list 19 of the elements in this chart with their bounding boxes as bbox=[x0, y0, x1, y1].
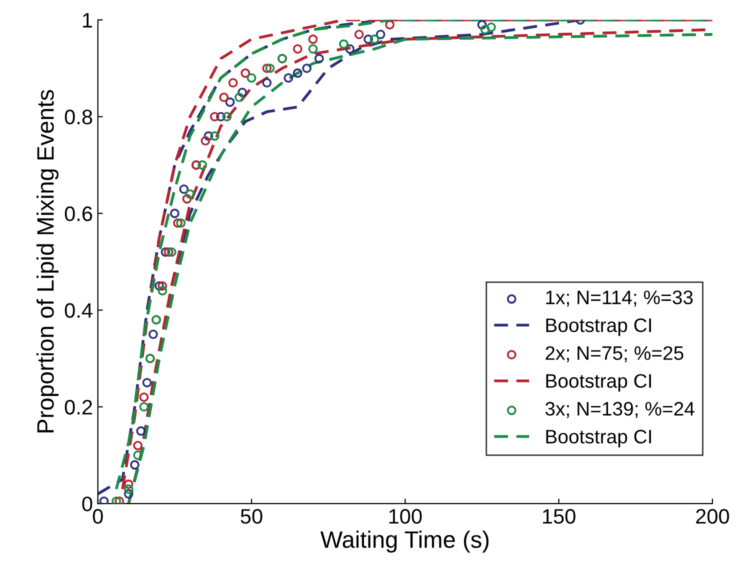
legend-label: Bootstrap CI bbox=[546, 430, 651, 448]
x-tick-label: 0 bbox=[92, 508, 103, 524]
y-axis-title: Proportion of Lipid Mixing Events bbox=[36, 90, 59, 432]
x-tick-label: 150 bbox=[543, 508, 576, 524]
x-tick-label: 200 bbox=[696, 508, 730, 524]
legend-label: Bootstrap CI bbox=[546, 374, 651, 392]
y-tick-label: 0.6 bbox=[64, 206, 92, 222]
legend-label: 3x; N=139; %=24 bbox=[545, 402, 694, 418]
x-tick-label: 100 bbox=[389, 508, 422, 524]
y-tick-label: 0.2 bbox=[64, 400, 92, 415]
x-axis-title: Waiting Time (s) bbox=[320, 530, 489, 553]
legend-label: 2x; N=75; %=25 bbox=[546, 346, 684, 362]
legend-label: Bootstrap CI bbox=[546, 318, 651, 336]
x-tick-label: 50 bbox=[240, 508, 262, 524]
y-tick-label: 0 bbox=[82, 496, 92, 512]
y-tick-label: 0.4 bbox=[64, 303, 92, 318]
y-tick-label: 0.8 bbox=[64, 110, 92, 124]
y-tick-label: 1 bbox=[83, 13, 92, 28]
legend-label: 1x; N=114; %=33 bbox=[546, 290, 693, 307]
